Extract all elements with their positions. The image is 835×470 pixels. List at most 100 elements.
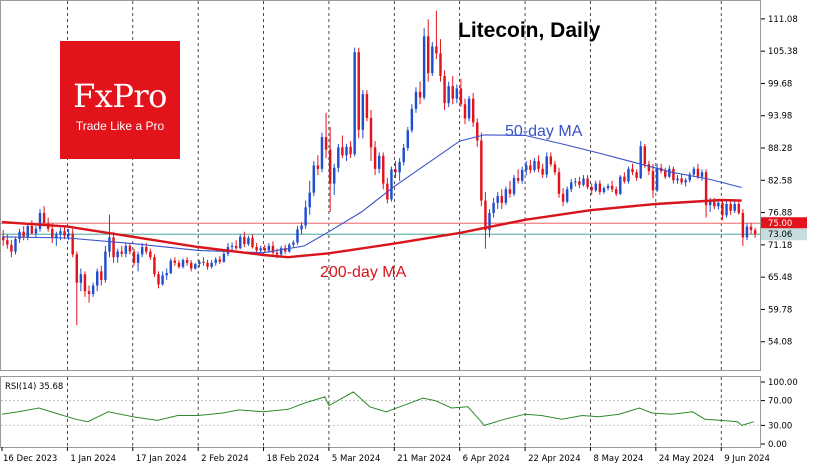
candle-body bbox=[328, 149, 332, 184]
candle-body bbox=[422, 36, 426, 98]
candle-body bbox=[733, 203, 736, 211]
candle-body bbox=[275, 252, 279, 255]
candle-body bbox=[173, 260, 177, 263]
candle-body bbox=[631, 168, 634, 173]
candle-body bbox=[214, 259, 217, 263]
candle-body bbox=[259, 248, 262, 251]
candle-body bbox=[729, 203, 732, 211]
candle-body bbox=[194, 264, 197, 269]
candle-body bbox=[165, 273, 168, 276]
candles bbox=[2, 10, 757, 326]
candle-body bbox=[476, 122, 479, 141]
rsi-y-tick-label: 70.00 bbox=[768, 397, 792, 407]
candle-body bbox=[267, 245, 271, 251]
logo-tagline: Trade Like a Pro bbox=[75, 119, 165, 133]
y-tick-label: 65.48 bbox=[768, 273, 792, 283]
candle-body bbox=[230, 245, 234, 248]
current-price-tag bbox=[761, 228, 807, 241]
candle-body bbox=[324, 137, 328, 150]
candle-body bbox=[100, 271, 103, 280]
candle-body bbox=[30, 226, 34, 234]
rsi-line bbox=[1, 391, 755, 426]
y-tick-label: 99.68 bbox=[768, 79, 792, 89]
candle-body bbox=[504, 189, 508, 203]
candle-body bbox=[586, 178, 589, 187]
candle-body bbox=[402, 147, 405, 163]
price-axis: 111.08 105.38 99.68 93.98 88.28 82.58 76.88 71.… bbox=[761, 15, 798, 348]
candle-body bbox=[635, 172, 638, 178]
candle-body bbox=[361, 94, 365, 130]
y-tick-label: 76.88 bbox=[768, 209, 792, 219]
candle-body bbox=[496, 196, 499, 203]
candle-body bbox=[418, 91, 422, 98]
candle-body bbox=[108, 237, 111, 252]
candle-body bbox=[467, 98, 471, 119]
candle-body bbox=[557, 172, 561, 194]
candle-body bbox=[602, 188, 606, 193]
candle-body bbox=[610, 185, 614, 190]
candle-body bbox=[488, 213, 491, 231]
x-tick-label: 6 Apr 2024 bbox=[463, 454, 510, 464]
x-tick-label: 17 Jan 2024 bbox=[136, 454, 187, 464]
candle-body bbox=[688, 174, 691, 181]
candle-body bbox=[512, 177, 516, 194]
y-tick-label: 54.08 bbox=[768, 338, 792, 348]
candle-body bbox=[177, 262, 181, 267]
candle-body bbox=[443, 75, 446, 104]
candle-body bbox=[71, 233, 74, 255]
candle-body bbox=[124, 245, 128, 254]
candle-body bbox=[51, 228, 54, 238]
candle-body bbox=[189, 262, 193, 269]
candle-body bbox=[745, 226, 749, 238]
level-tag bbox=[761, 217, 807, 230]
candle-body bbox=[251, 237, 254, 248]
rsi-y-tick-label: 0.00 bbox=[768, 440, 787, 450]
candle-body bbox=[590, 186, 593, 191]
x-tick-label: 18 Feb 2024 bbox=[267, 454, 320, 464]
candle-body bbox=[545, 156, 548, 175]
candle-body bbox=[63, 231, 66, 236]
rsi-pane-border bbox=[0, 376, 761, 448]
candle-body bbox=[6, 240, 9, 245]
candle-body bbox=[365, 94, 369, 118]
candle-body bbox=[140, 247, 144, 255]
candle-body bbox=[2, 237, 5, 241]
x-tick-label: 5 Mar 2024 bbox=[332, 454, 380, 464]
candle-body bbox=[606, 185, 610, 189]
candle-body bbox=[210, 262, 213, 267]
candle-body bbox=[10, 244, 13, 252]
candle-body bbox=[312, 165, 316, 193]
candle-body bbox=[153, 257, 156, 275]
candle-body bbox=[533, 160, 536, 170]
candle-body bbox=[112, 237, 115, 258]
candle-body bbox=[369, 117, 373, 148]
level-tag-label: 75.00 bbox=[768, 219, 792, 229]
candle-body bbox=[439, 53, 442, 76]
y-tick-label: 111.08 bbox=[768, 15, 798, 25]
candle-body bbox=[283, 248, 287, 252]
candle-body bbox=[308, 192, 311, 208]
rsi-indicator bbox=[1, 391, 760, 426]
candle-body bbox=[14, 239, 17, 252]
candle-body bbox=[377, 155, 381, 169]
candle-body bbox=[42, 213, 46, 224]
candle-body bbox=[565, 189, 569, 202]
x-tick-label: 9 Jun 2024 bbox=[724, 454, 770, 464]
candle-body bbox=[570, 182, 573, 190]
candle-body bbox=[34, 228, 38, 234]
candle-body bbox=[247, 237, 250, 245]
candle-body bbox=[406, 130, 410, 148]
candle-body bbox=[492, 202, 495, 214]
candle-body bbox=[116, 251, 119, 258]
candle-body bbox=[398, 162, 401, 173]
ma50-label: 50-day MA bbox=[505, 123, 583, 140]
x-tick-label: 21 Mar 2024 bbox=[397, 454, 451, 464]
grid-lines bbox=[67, 1, 722, 447]
candle-body bbox=[680, 178, 683, 183]
candle-body bbox=[353, 52, 356, 155]
candle-body bbox=[447, 86, 450, 104]
candle-body bbox=[333, 167, 336, 184]
candle-body bbox=[206, 262, 209, 267]
candle-body bbox=[243, 236, 246, 245]
candle-body bbox=[263, 248, 266, 251]
